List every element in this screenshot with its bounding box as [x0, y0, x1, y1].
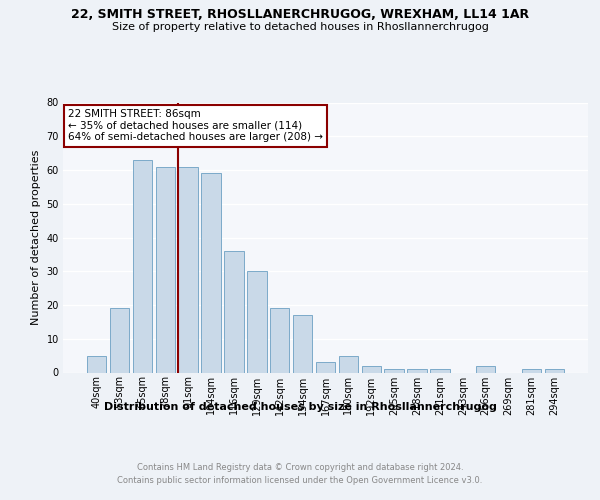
Bar: [202, 174, 221, 372]
Bar: [407, 369, 427, 372]
Bar: [338, 356, 358, 372]
Bar: [87, 356, 106, 372]
Bar: [362, 366, 381, 372]
Bar: [316, 362, 335, 372]
Bar: [133, 160, 152, 372]
Text: Size of property relative to detached houses in Rhosllannerchrugog: Size of property relative to detached ho…: [112, 22, 488, 32]
Bar: [155, 166, 175, 372]
Bar: [545, 369, 564, 372]
Text: 22, SMITH STREET, RHOSLLANERCHRUGOG, WREXHAM, LL14 1AR: 22, SMITH STREET, RHOSLLANERCHRUGOG, WRE…: [71, 8, 529, 20]
Bar: [430, 369, 449, 372]
Y-axis label: Number of detached properties: Number of detached properties: [31, 150, 41, 325]
Bar: [522, 369, 541, 372]
Bar: [270, 308, 289, 372]
Text: 22 SMITH STREET: 86sqm
← 35% of detached houses are smaller (114)
64% of semi-de: 22 SMITH STREET: 86sqm ← 35% of detached…: [68, 110, 323, 142]
Bar: [293, 315, 313, 372]
Text: Contains public sector information licensed under the Open Government Licence v3: Contains public sector information licen…: [118, 476, 482, 485]
Bar: [178, 166, 198, 372]
Bar: [247, 271, 266, 372]
Text: Contains HM Land Registry data © Crown copyright and database right 2024.: Contains HM Land Registry data © Crown c…: [137, 462, 463, 471]
Bar: [385, 369, 404, 372]
Bar: [476, 366, 496, 372]
Bar: [224, 251, 244, 372]
Text: Distribution of detached houses by size in Rhosllannerchrugog: Distribution of detached houses by size …: [104, 402, 496, 412]
Bar: [110, 308, 129, 372]
